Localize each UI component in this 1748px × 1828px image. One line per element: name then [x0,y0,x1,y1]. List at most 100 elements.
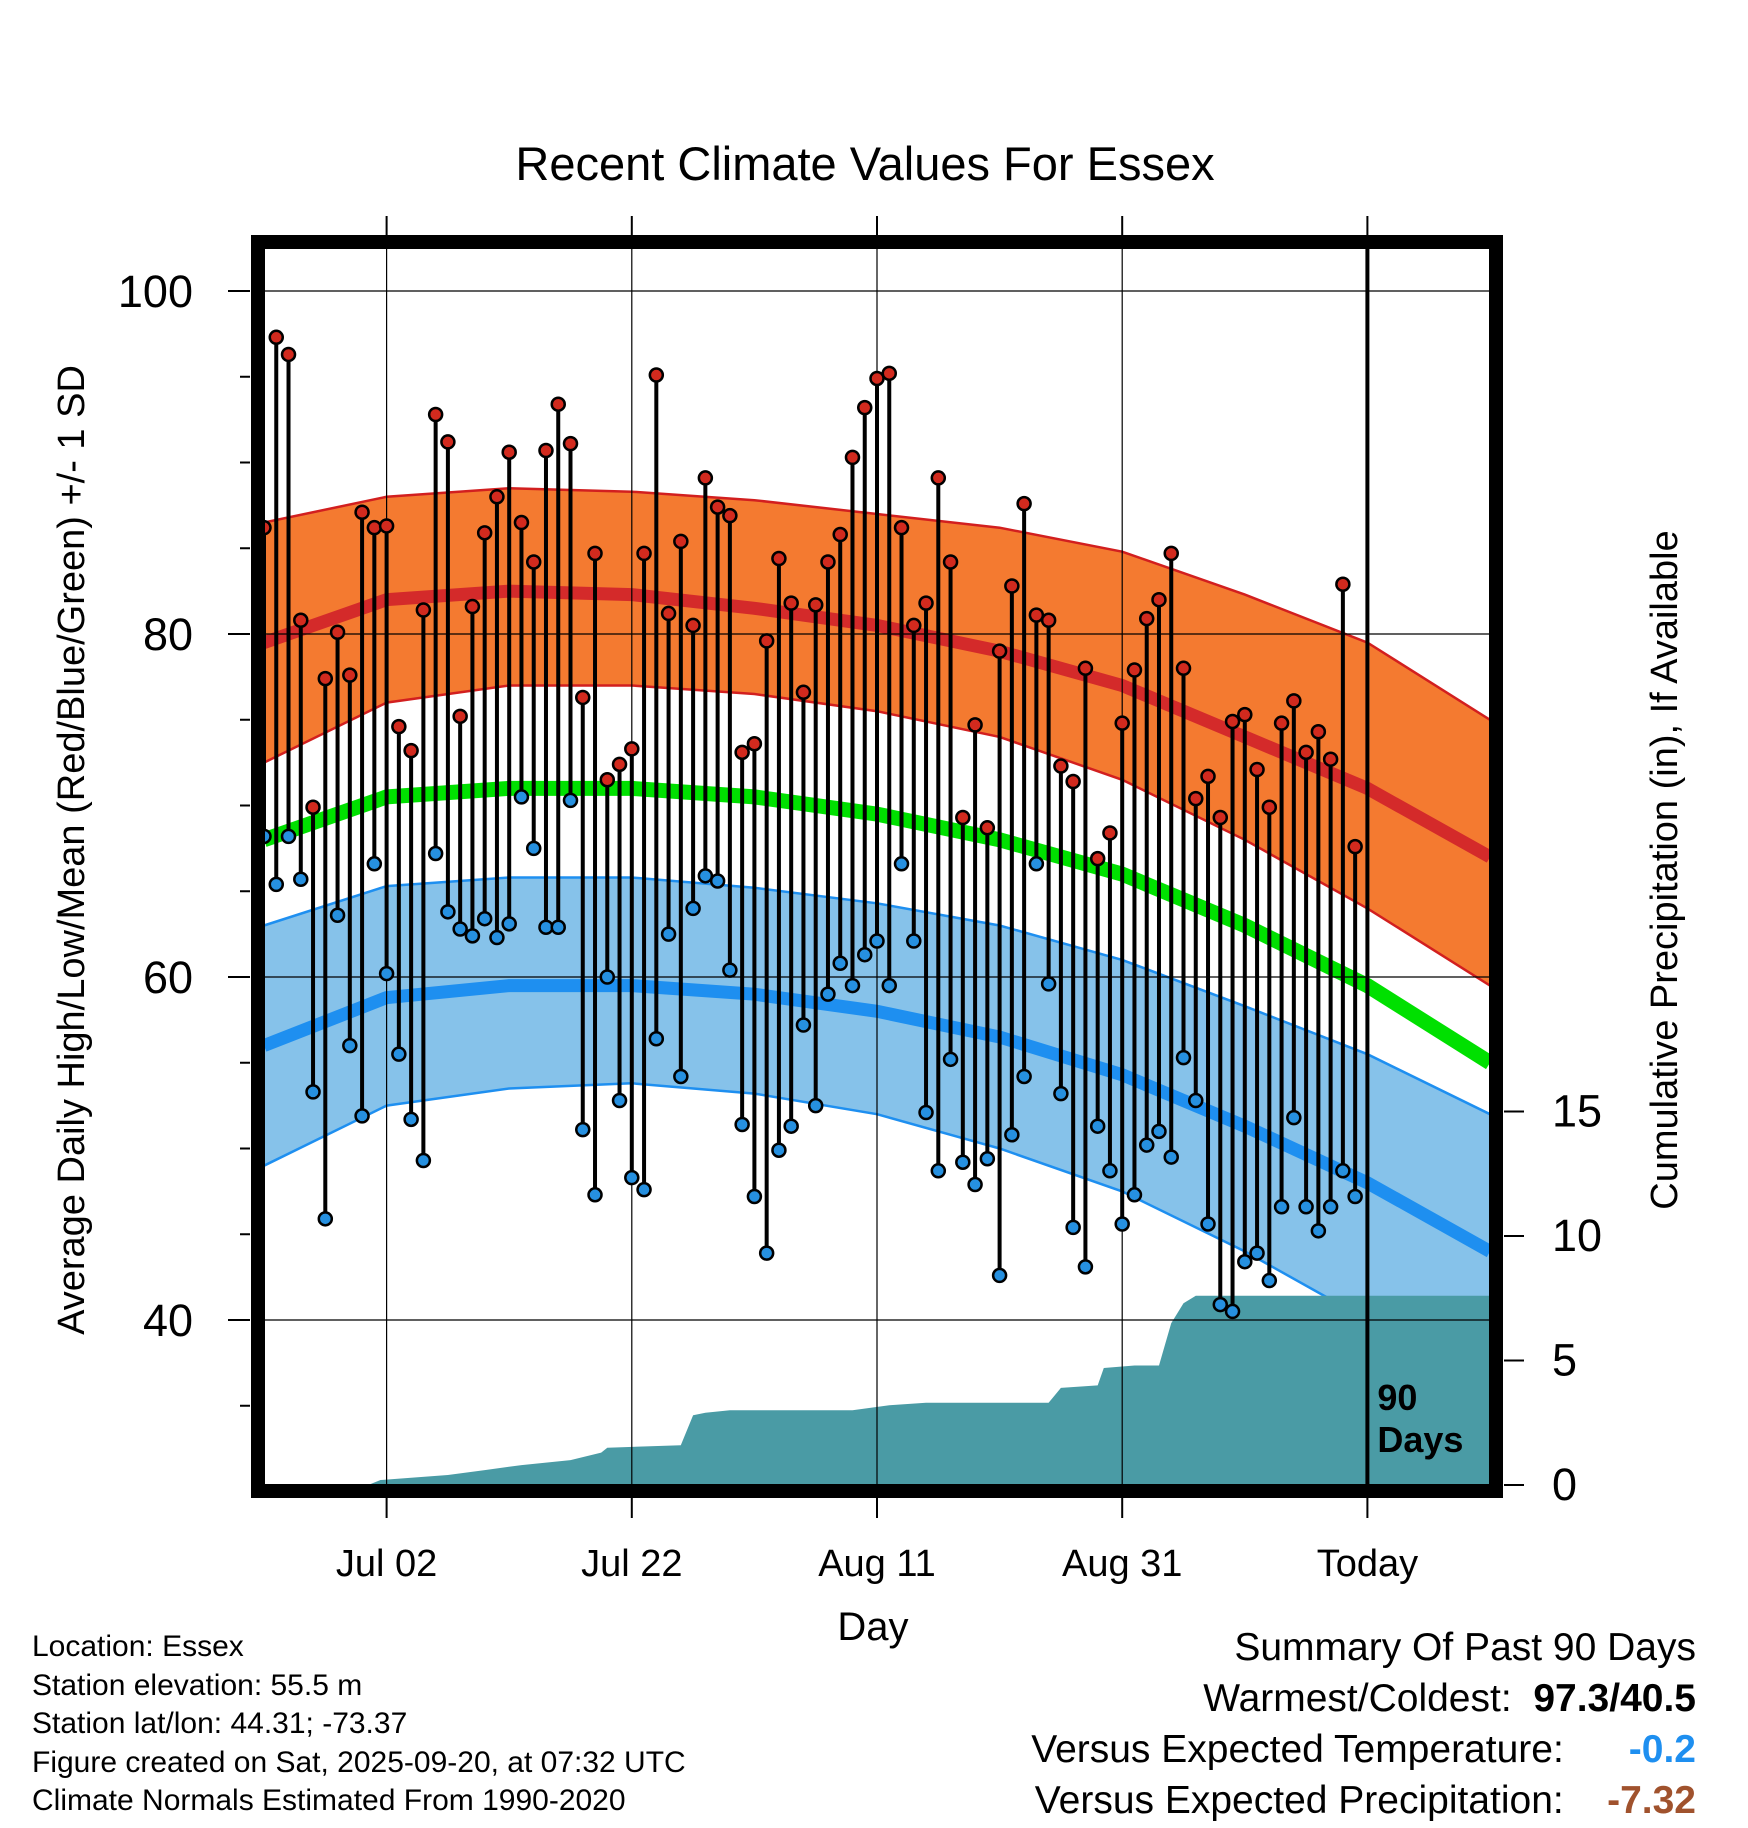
daily-high-dot [489,489,505,505]
daily-high-dot [513,514,530,531]
daily-high-dot [464,598,481,615]
daily-high-dot [293,612,309,629]
daily-low-dot [893,856,910,872]
daily-low-dot [1224,1303,1241,1320]
daily-low-dot [1310,1223,1327,1239]
daily-high-dot [342,667,358,683]
daily-low-dot [562,792,579,809]
daily-high-dot [1298,744,1314,761]
daily-low-dot [1249,1245,1265,1261]
daily-low-dot [746,1188,763,1205]
daily-low-dot [771,1142,787,1158]
daily-low-dot [856,946,873,963]
daily-high-dot [807,597,824,613]
info-normals: Climate Normals Estimated From 1990-2020 [32,1784,626,1817]
temp-delta-value: -0.2 [1628,1728,1696,1771]
daily-high-dot [268,329,285,346]
daily-high-dot [893,519,910,536]
daily-high-dot [709,499,726,515]
daily-high-dot [599,772,616,788]
daily-low-dot [378,965,395,982]
daily-high-dot [366,519,383,536]
daily-high-dot [1335,576,1351,593]
x-tick-label: Jul 22 [581,1543,682,1585]
daily-low-dot [391,1046,407,1062]
daily-low-dot [329,907,346,924]
daily-low-dot [807,1097,824,1114]
daily-high-dot [1016,495,1032,512]
daily-high-dot [440,434,456,450]
info-latlon: Station lat/lon: 44.31; -73.37 [32,1707,408,1740]
daily-low-dot [832,955,848,972]
daily-high-dot [391,718,407,735]
daily-high-dot [562,435,579,452]
daily-low-dot [722,962,738,978]
daily-high-dot [1200,768,1216,785]
daily-low-dot [280,828,297,845]
daily-low-dot [844,977,861,994]
summary-temp-row: Versus Expected Temperature: -0.2 [1031,1724,1696,1775]
y2-tick-label: 10 [1552,1210,1602,1261]
daily-high-dot [1212,809,1229,826]
station-info: Location: Essex Station elevation: 55.5 … [32,1628,686,1821]
daily-high-dot [1114,715,1130,731]
daily-low-dot [501,916,517,932]
daily-high-dot [685,617,701,634]
daily-low-dot [403,1111,419,1128]
daily-high-dot [636,545,652,562]
daily-high-dot [1249,761,1265,778]
daily-high-dot [1004,578,1020,594]
daily-low-dot [1298,1199,1314,1215]
daily-high-dot [991,643,1008,659]
daily-low-dot [1200,1216,1216,1232]
temp-delta-label: Versus Expected Temperature: [1031,1728,1564,1771]
daily-high-dot [722,507,738,524]
daily-high-dot [378,518,395,534]
daily-low-dot [440,904,456,920]
y2-tick-label: 5 [1552,1335,1577,1386]
daily-high-dot [648,367,665,383]
y-tick-label: 40 [143,1295,193,1346]
daily-low-dot [476,910,493,927]
daily-low-dot [906,933,922,949]
daily-high-dot [673,533,689,550]
daily-high-dot [1053,758,1069,774]
daily-low-dot [587,1187,603,1203]
daily-high-dot [538,442,554,459]
daily-high-dot [427,406,444,423]
daily-low-dot [1077,1259,1094,1275]
daily-high-dot [305,799,321,815]
daily-low-dot [464,928,481,944]
x-tick-label: Aug 11 [818,1543,936,1585]
daily-low-dot [1089,1118,1106,1134]
y-axis-label: Average Daily High/Low/Mean (Red/Blue/Gr… [51,365,93,1335]
daily-low-dot [513,789,530,805]
daily-high-dot [1077,660,1094,677]
daily-low-dot [955,1154,971,1170]
daily-low-dot [427,845,444,862]
daily-high-dot [624,741,640,757]
daily-low-dot [660,926,677,942]
daily-high-dot [942,554,959,570]
daily-low-dot [942,1051,959,1068]
daily-low-dot [881,977,898,994]
daily-high-dot [918,595,934,611]
daily-low-dot [636,1181,652,1198]
daily-low-dot [624,1169,640,1186]
daily-high-dot [452,708,468,725]
daily-low-dot [1004,1127,1020,1143]
daily-high-dot [1175,660,1192,677]
daily-low-dot [317,1211,334,1227]
daily-high-dot [550,396,566,412]
daily-high-dot [403,742,419,759]
summary-title: Summary Of Past 90 Days [1234,1626,1696,1669]
daily-low-dot [489,929,505,946]
daily-high-dot [856,399,873,416]
warm-cold-value: 97.3/40.5 [1533,1677,1696,1720]
daily-low-dot [1065,1219,1081,1236]
today-label-line: 90 [1377,1377,1417,1418]
daily-low-dot [1040,976,1057,992]
daily-low-dot [758,1245,775,1261]
axes: Jul 02 Jul 22 Aug 11 Aug 31 Today 40 60 80 100 0 5… [118,216,1602,1585]
daily-high-dot [844,449,861,466]
